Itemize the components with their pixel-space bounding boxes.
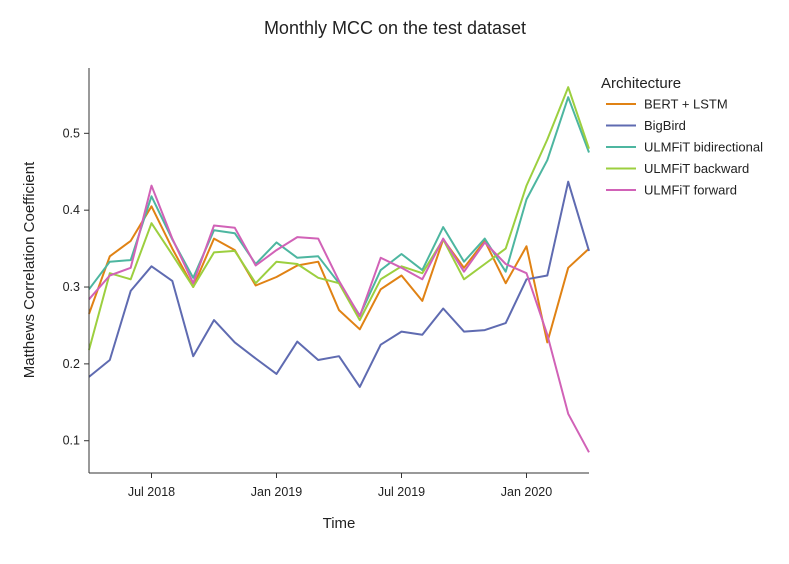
y-tick-label: 0.4 <box>63 203 80 217</box>
x-tick-label: Jan 2020 <box>501 485 552 499</box>
chart-title: Monthly MCC on the test dataset <box>264 18 526 38</box>
legend-title: Architecture <box>601 75 681 92</box>
legend-label: ULMFiT forward <box>644 183 737 198</box>
y-axis: 0.1 0.2 0.3 0.4 0.5 <box>63 68 90 473</box>
x-axis-title: Time <box>323 515 356 532</box>
legend-label: BigBird <box>644 118 686 133</box>
legend-item-ulmfit-bidirectional[interactable]: ULMFiT bidirectional <box>606 140 763 155</box>
series-line-bigbird <box>88 180 590 388</box>
plot-area <box>88 86 590 453</box>
y-tick-label: 0.3 <box>63 280 80 294</box>
legend-item-bigbird[interactable]: BigBird <box>606 118 686 133</box>
legend-item-ulmfit-backward[interactable]: ULMFiT backward <box>606 161 749 176</box>
legend-item-bert-lstm[interactable]: BERT + LSTM <box>606 97 728 112</box>
legend-label: ULMFiT backward <box>644 161 749 176</box>
y-tick-label: 0.2 <box>63 357 80 371</box>
x-tick-label: Jul 2019 <box>378 485 425 499</box>
x-axis: Jul 2018 Jan 2019 Jul 2019 Jan 2020 <box>89 472 589 499</box>
x-tick-label: Jan 2019 <box>251 485 302 499</box>
series-line-bert-lstm <box>88 205 590 344</box>
x-tick-label: Jul 2018 <box>128 485 175 499</box>
y-axis-title: Matthews Correlation Coefficient <box>21 161 38 378</box>
series-line-ulmfit-forward <box>88 184 590 453</box>
legend-label: ULMFiT bidirectional <box>644 140 763 155</box>
y-tick-label: 0.1 <box>63 434 80 448</box>
legend-item-ulmfit-forward[interactable]: ULMFiT forward <box>606 183 737 198</box>
y-tick-label: 0.5 <box>63 126 80 140</box>
legend-label: BERT + LSTM <box>644 97 728 112</box>
legend[interactable]: Architecture BERT + LSTM BigBird ULMFiT bi… <box>601 75 763 198</box>
series-line-ulmfit-backward <box>88 86 590 351</box>
